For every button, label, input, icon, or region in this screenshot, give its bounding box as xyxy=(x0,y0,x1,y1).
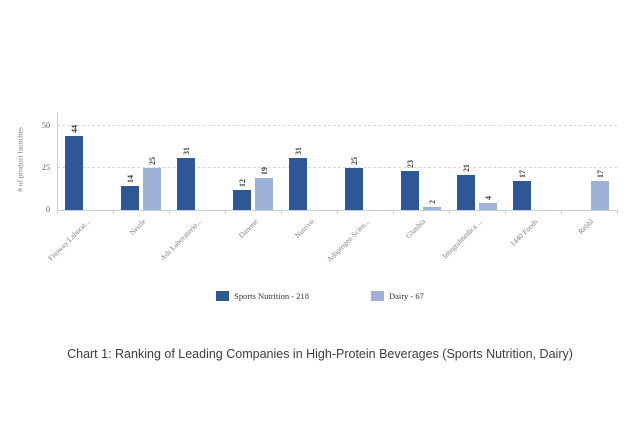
x-axis-category-label: Glanbia xyxy=(404,217,428,241)
bar xyxy=(143,168,161,210)
x-axis-tick xyxy=(113,210,114,214)
bar-value-label: 31 xyxy=(293,146,303,155)
legend-label: Sports Nutrition - 218 xyxy=(234,291,309,301)
bar-value-label: 17 xyxy=(595,170,605,179)
x-axis-tick xyxy=(617,210,618,214)
bar-value-label: 4 xyxy=(483,196,493,201)
legend-swatch xyxy=(370,291,384,301)
x-axis-category-label: Integralmedica ... xyxy=(439,217,484,261)
bar-value-label: 2 xyxy=(427,199,437,204)
x-axis-tick xyxy=(449,210,450,214)
bar xyxy=(233,189,251,210)
x-axis-tick xyxy=(337,210,338,214)
x-axis-tick xyxy=(561,210,562,214)
gridline xyxy=(57,125,617,126)
legend: Sports Nutrition - 218 Dairy - 67 xyxy=(0,291,640,301)
bar-value-label: 23 xyxy=(405,160,415,169)
plot-area: 44 14 31 12 31 25 23 21 17 25 19 2 4 17 xyxy=(57,110,617,210)
bar xyxy=(289,157,307,210)
chart: # of product launches 44 14 31 12 31 25 23 21 17… xyxy=(16,110,618,264)
x-axis-tick xyxy=(393,210,394,214)
bar xyxy=(177,157,195,210)
bar xyxy=(401,171,419,210)
bar-value-label: 25 xyxy=(349,157,359,165)
x-axis-tick xyxy=(281,210,282,214)
y-axis-tick-label: 0 xyxy=(46,205,50,214)
bar-value-label: 14 xyxy=(125,175,135,184)
bar xyxy=(255,178,273,210)
x-axis-category-label: Nutrivo xyxy=(292,217,316,240)
x-axis-category-label: Adaptogen Scien... xyxy=(324,217,372,264)
x-axis-tick xyxy=(57,210,58,214)
chart-caption: Chart 1: Ranking of Leading Companies in… xyxy=(67,347,573,361)
x-axis-category-label: 1440 Foods xyxy=(508,217,540,249)
bar xyxy=(345,168,363,210)
bar-value-label: 19 xyxy=(259,167,269,176)
bar-value-label: 25 xyxy=(147,157,157,165)
bar xyxy=(479,203,497,210)
bar-value-label: 31 xyxy=(181,146,191,155)
gridline xyxy=(57,167,617,168)
legend-item: Sports Nutrition - 218 xyxy=(216,291,309,301)
bar-value-label: 12 xyxy=(237,178,247,187)
bar-value-label: 17 xyxy=(517,170,527,179)
x-axis-tick xyxy=(169,210,170,214)
x-axis-category-label: Fitoway Laborat... xyxy=(45,217,92,263)
x-axis-category-label: Danone xyxy=(236,217,260,240)
x-axis-category-label: Nestle xyxy=(127,217,148,237)
x-axis-category-label: Ads Laboratorio... xyxy=(158,217,204,263)
bar-value-label: 21 xyxy=(461,163,471,172)
bar xyxy=(121,186,139,210)
x-axis-tick xyxy=(505,210,506,214)
bar xyxy=(591,181,609,210)
x-axis-tick xyxy=(225,210,226,214)
bar xyxy=(65,136,83,210)
bar xyxy=(513,181,531,210)
bar-value-label: 44 xyxy=(69,125,79,134)
legend-label: Dairy - 67 xyxy=(388,291,424,301)
y-axis-tick-label: 25 xyxy=(42,163,50,172)
legend-item: Dairy - 67 xyxy=(370,291,424,301)
legend-swatch xyxy=(216,291,230,301)
bar xyxy=(423,206,441,210)
x-axis-category-label: Rebbl xyxy=(576,217,596,237)
y-axis-tick-label: 50 xyxy=(42,121,50,130)
bar xyxy=(457,174,475,210)
y-axis-line xyxy=(57,112,58,211)
